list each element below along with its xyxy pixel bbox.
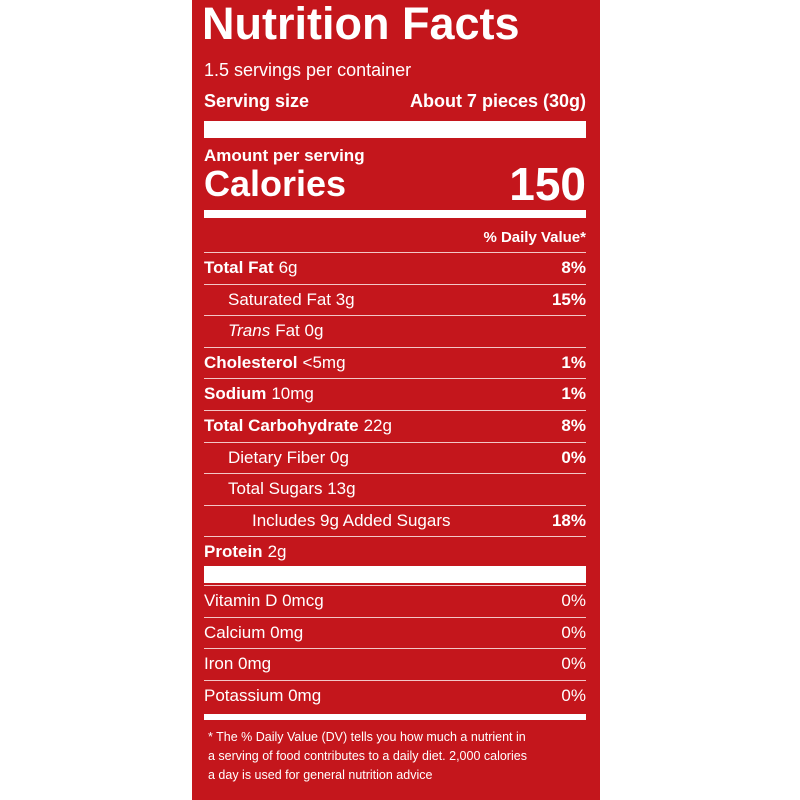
serving-size-value: About 7 pieces (30g) <box>409 91 586 111</box>
separator <box>204 283 586 285</box>
separator <box>204 679 586 681</box>
nutrient-row: Dietary Fiber 0g 0% <box>204 445 586 471</box>
daily-value: 0% <box>561 685 586 705</box>
daily-value: 0% <box>561 447 586 467</box>
separator <box>204 252 586 253</box>
daily-value: 0% <box>561 622 586 642</box>
separator <box>204 315 586 317</box>
nutrient-name: Trans <box>228 321 271 341</box>
medium-bar <box>204 210 586 218</box>
footnote-line: * The % Daily Value (DV) tells you how m… <box>208 730 526 744</box>
nutrient-amount: Calcium 0mg <box>204 622 304 642</box>
nutrient-amount: Vitamin D 0mcg <box>204 591 324 610</box>
dv-header: % Daily Value* <box>483 229 586 246</box>
nutrient-name: Protein <box>204 542 263 562</box>
separator <box>204 585 586 586</box>
daily-value: 8% <box>561 258 586 277</box>
daily-value: 0% <box>561 654 586 674</box>
nutrient-name: Cholesterol <box>204 352 298 372</box>
calories-value: 150 <box>509 158 586 210</box>
thick-bar <box>204 566 586 583</box>
separator <box>204 504 586 506</box>
daily-value: 15% <box>551 289 586 309</box>
nutrient-amount: <5mg <box>302 352 346 372</box>
nutrient-name: Sodium <box>204 384 267 404</box>
separator <box>204 346 586 348</box>
nutrient-row: Saturated Fat 3g 15% <box>204 287 586 313</box>
nutrient-amount: Total Sugars 13g <box>228 479 356 499</box>
nutrient-row: Sodium 10mg 1% <box>204 381 586 407</box>
nutrient-row: Potassium 0mg 0% <box>204 683 586 709</box>
separator <box>204 648 586 650</box>
serving-size-label: Serving size <box>204 91 310 111</box>
calories-label: Calories <box>204 163 347 204</box>
footnote-line: a serving of food contributes to a daily… <box>208 749 527 763</box>
nutrient-row: Includes 9g Added Sugars 18% <box>204 508 586 534</box>
separator <box>204 616 586 618</box>
nutrient-name: Total Carbohydrate <box>204 416 359 435</box>
nutrient-amount: 2g <box>267 542 287 562</box>
nutrient-row: Calcium 0mg 0% <box>204 620 586 646</box>
nutrient-amount: Fat 0g <box>275 321 324 341</box>
nutrient-row: Iron 0mg 0% <box>204 651 586 677</box>
nutrient-amount: Saturated Fat 3g <box>228 289 355 309</box>
nutrient-amount: 22g <box>363 416 392 435</box>
separator <box>204 473 586 475</box>
nutrient-amount: 10mg <box>271 384 314 404</box>
separator <box>204 536 586 538</box>
nutrient-row: Trans Fat 0g <box>204 318 586 344</box>
nutrition-label: Nutrition Facts 1.5 servings per contain… <box>192 0 600 800</box>
separator <box>204 378 586 380</box>
footnote: * The % Daily Value (DV) tells you how m… <box>208 728 527 785</box>
nutrient-row: Vitamin D 0mcg 0% <box>204 588 586 614</box>
nutrient-row: Total Fat 6g 8% <box>204 255 586 281</box>
nutrient-name: Total Fat <box>204 258 274 277</box>
thick-bar <box>204 121 586 138</box>
nutrient-row: Protein 2g <box>204 539 586 565</box>
nutrient-row: Total Sugars 13g <box>204 476 586 502</box>
footnote-line: a day is used for general nutrition advi… <box>208 768 433 782</box>
daily-value: 1% <box>561 352 586 372</box>
nutrient-amount: Includes 9g Added Sugars <box>252 510 451 530</box>
servings: 1.5 servings per container <box>204 60 412 80</box>
nutrient-row: Cholesterol <5mg 1% <box>204 350 586 376</box>
nutrient-amount: Iron 0mg <box>204 654 272 674</box>
nutrient-amount: Potassium 0mg <box>204 685 322 705</box>
separator <box>204 410 586 411</box>
separator <box>204 441 586 443</box>
amount-label: Amount per serving <box>204 146 365 165</box>
medium-bar <box>204 714 586 720</box>
nutrient-row: Total Carbohydrate 22g 8% <box>204 413 586 439</box>
nutrient-amount: 6g <box>278 258 298 277</box>
daily-value: 18% <box>551 510 586 530</box>
title: Nutrition Facts <box>202 0 520 49</box>
nutrient-amount: Dietary Fiber 0g <box>228 447 349 467</box>
daily-value: 1% <box>561 384 586 404</box>
daily-value: 0% <box>561 591 586 610</box>
daily-value: 8% <box>561 416 586 435</box>
